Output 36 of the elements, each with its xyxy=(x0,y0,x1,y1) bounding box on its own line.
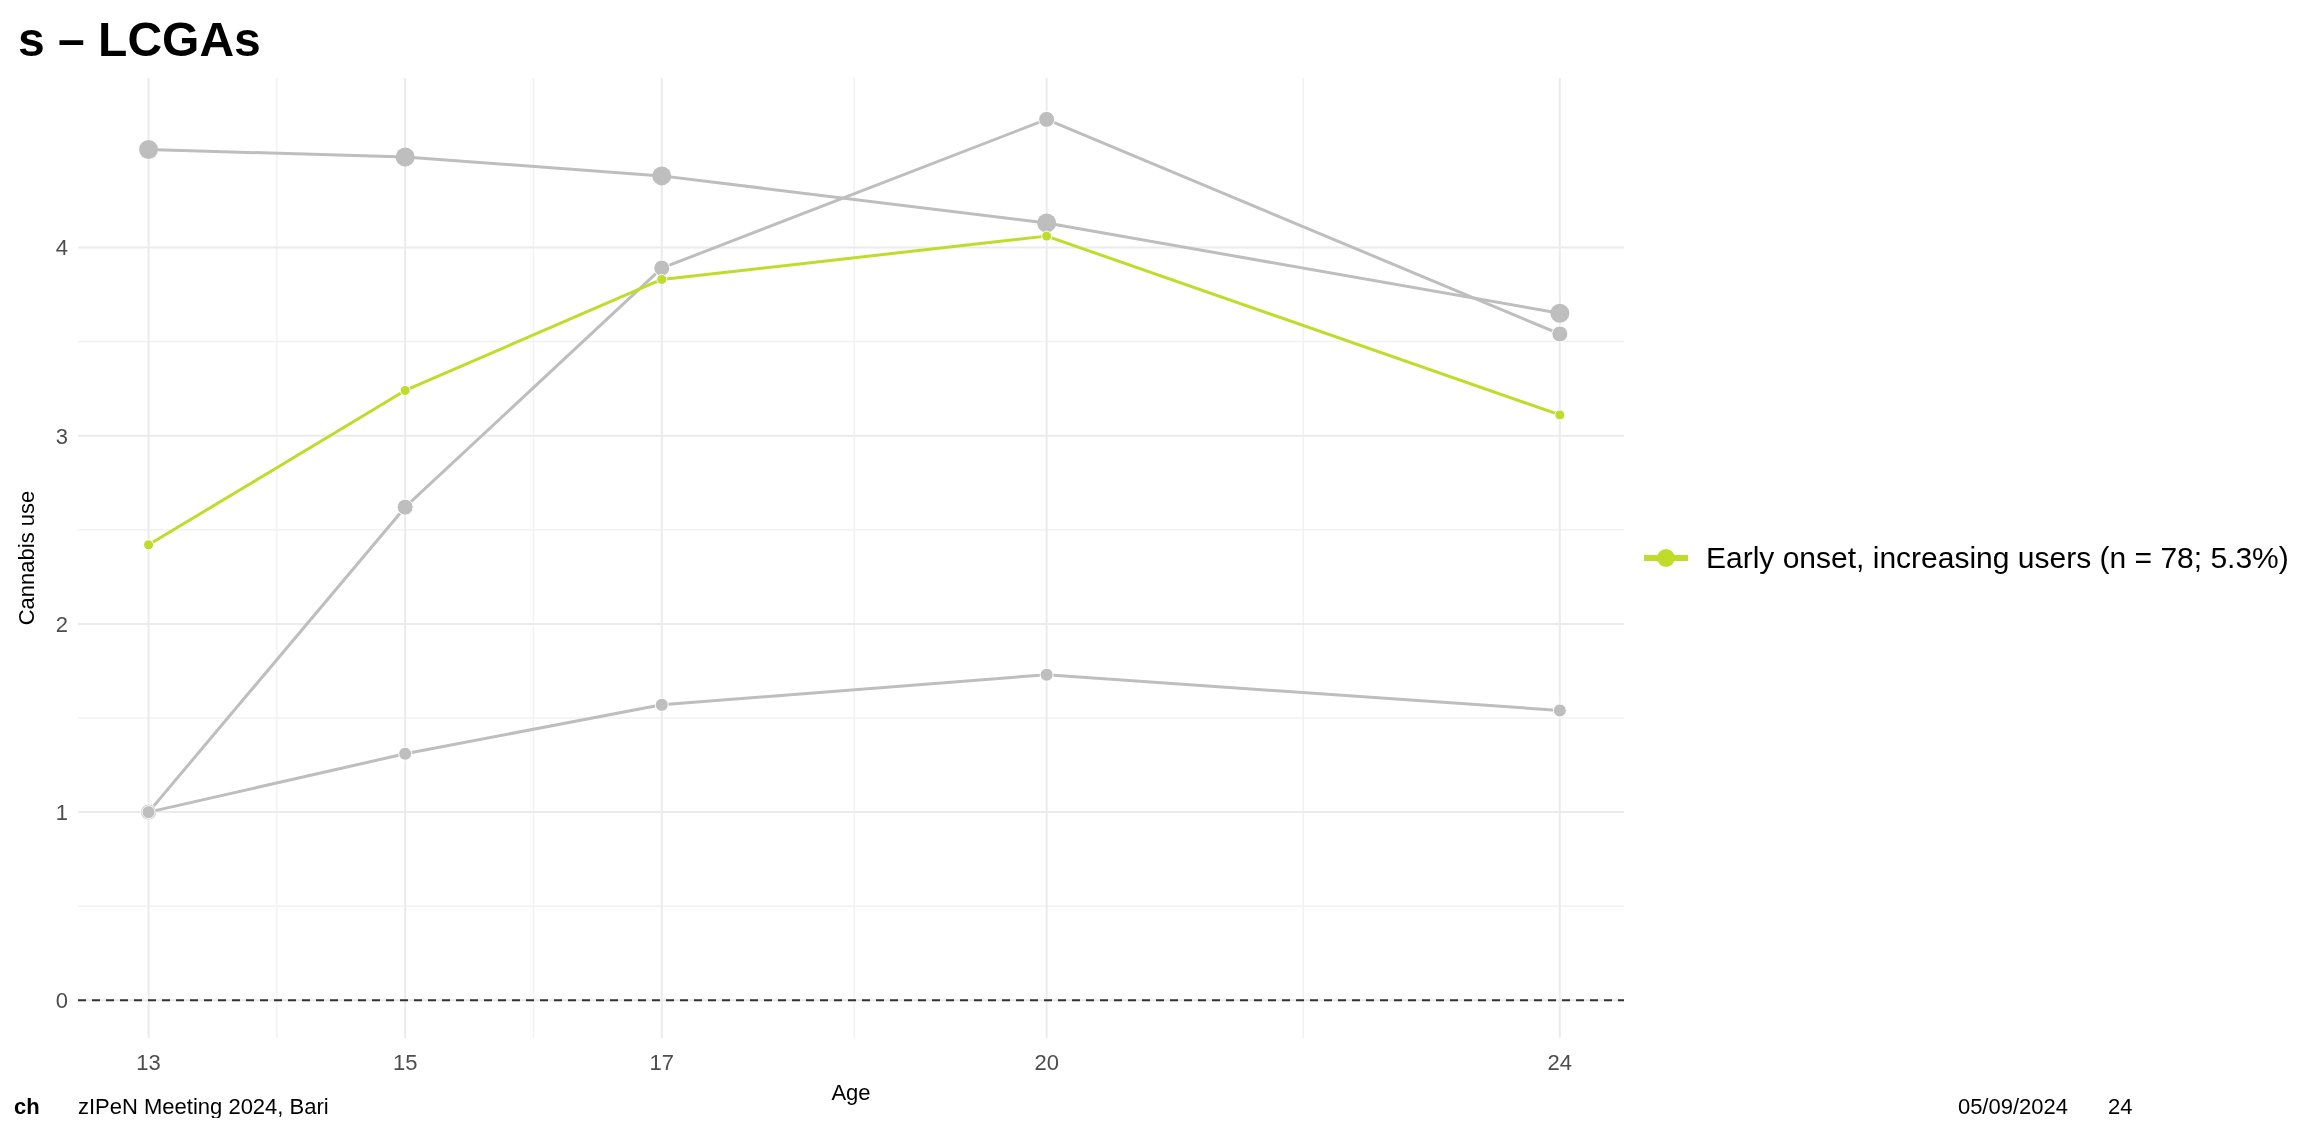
point xyxy=(139,140,159,160)
point xyxy=(1039,667,1054,682)
point xyxy=(1551,325,1569,343)
chart-title: s – LCGAs xyxy=(18,13,261,66)
x-tick-label: 13 xyxy=(136,1050,161,1075)
y-tick-label: 3 xyxy=(55,423,68,449)
text: 24 xyxy=(2108,1094,2133,1119)
x-tick-label: 17 xyxy=(649,1050,674,1075)
x-tick-label: 15 xyxy=(392,1050,418,1075)
point xyxy=(1552,703,1567,718)
point xyxy=(1554,409,1566,421)
text: zIPeN Meeting 2024, Bari xyxy=(78,1094,329,1119)
point xyxy=(656,273,668,285)
y-tick-label: 2 xyxy=(55,611,68,637)
point xyxy=(399,384,411,396)
point xyxy=(654,697,669,712)
y-tick-label: 4 xyxy=(55,235,68,261)
point xyxy=(1038,110,1056,128)
y-tick-label: 0 xyxy=(55,988,68,1014)
text: 05/09/2024 xyxy=(1957,1094,2068,1119)
x-tick-label: 20 xyxy=(1034,1050,1059,1075)
point xyxy=(395,147,415,167)
legend-label: Early onset, increasing users (n = 78; 5.3%) xyxy=(1706,541,2289,574)
y-tick-label: 1 xyxy=(55,800,68,826)
x-tick-label: 24 xyxy=(1547,1050,1573,1075)
point xyxy=(1041,230,1053,242)
point xyxy=(143,539,155,551)
point xyxy=(1037,213,1057,233)
x-axis-title: Age xyxy=(831,1080,871,1105)
point xyxy=(398,746,413,761)
text: ch xyxy=(14,1094,40,1119)
y-axis-title: Cannabis use xyxy=(14,490,39,626)
point xyxy=(396,498,414,516)
point xyxy=(653,259,671,277)
point xyxy=(652,166,672,186)
point xyxy=(1550,303,1570,323)
